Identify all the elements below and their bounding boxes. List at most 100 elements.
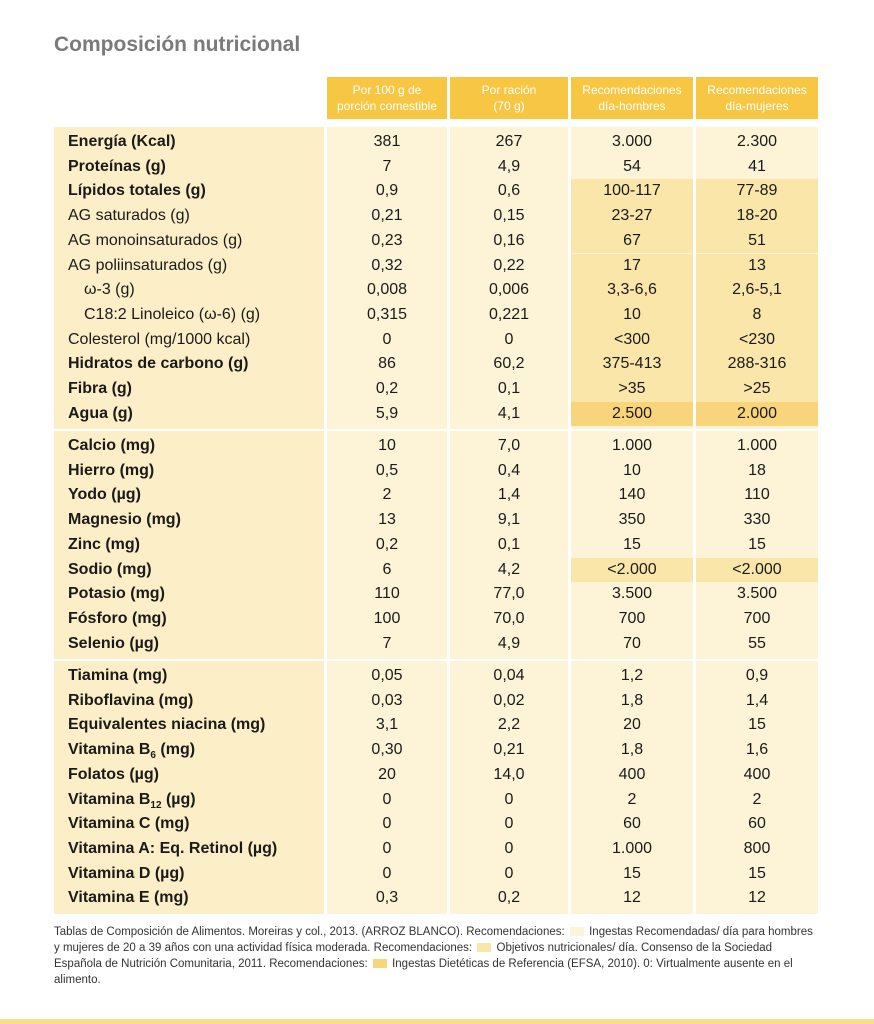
table-cell: 0,9 xyxy=(745,667,769,684)
table-row: Proteínas (g) 7 4,9 54 41 xyxy=(54,155,818,180)
table-cell: 51 xyxy=(748,231,766,249)
row-label: Yodo (µg) xyxy=(68,486,141,504)
table-cell: 0 xyxy=(382,330,392,348)
table-cell: 15 xyxy=(748,535,766,553)
table-cell: 0,04 xyxy=(493,667,525,684)
table-cell: 0,2 xyxy=(375,535,399,553)
row-label: AG poliinsaturados (g) xyxy=(68,256,228,274)
table-cell: <2.000 xyxy=(607,560,657,578)
table-cell: 0,008 xyxy=(366,281,408,299)
objectives-highlight xyxy=(696,228,818,254)
table-cell: <230 xyxy=(738,330,776,348)
table-row: C18:2 Linoleico (ω-6) (g) 0,315 0,221 10 8 xyxy=(54,303,818,328)
table-cell: 20 xyxy=(623,716,641,734)
table-cell: 288-316 xyxy=(727,355,787,373)
table-cell: 4,9 xyxy=(497,634,521,652)
table-cell: 54 xyxy=(623,157,641,175)
table-cell: 0 xyxy=(504,790,514,808)
table-cell: 0,221 xyxy=(488,305,530,323)
table-cell: 10 xyxy=(378,437,396,454)
table-cell: 0,32 xyxy=(371,256,403,274)
table-cell: 1,4 xyxy=(497,486,521,504)
table-row: Energía (Kcal) 381 267 3.000 2.300 xyxy=(54,130,818,155)
table-cell: 86 xyxy=(378,355,396,373)
label-column-background xyxy=(54,431,324,660)
value-column-background xyxy=(696,431,818,660)
legend-swatch-efsa xyxy=(372,959,387,969)
row-label: AG saturados (g) xyxy=(68,207,190,225)
row-label: Vitamina B6 (mg) xyxy=(68,741,196,762)
table-cell: 60 xyxy=(748,815,766,833)
table-row: Fósforo (mg) 100 70,0 700 700 xyxy=(54,607,818,632)
column-header-women: Recomendaciones día-mujeres xyxy=(696,77,818,119)
table-cell: 20 xyxy=(378,765,396,783)
table-cell: 55 xyxy=(748,634,766,652)
table-cell: 60 xyxy=(623,815,641,833)
table-row: Potasio (mg) 110 77,0 3.500 3.500 xyxy=(54,582,818,607)
page-title: Composición nutricional xyxy=(54,33,301,56)
table-cell: 0,6 xyxy=(497,182,521,200)
table-row: Lípidos totales (g) 0,9 0,6 100-117 77-89 xyxy=(54,179,818,204)
table-row: Sodio (mg) 6 4,2 <2.000 <2.000 xyxy=(54,558,818,583)
table-cell: 10 xyxy=(623,305,641,323)
table-cell: 23-27 xyxy=(611,207,653,225)
table-cell: 4,2 xyxy=(497,560,521,578)
objectives-highlight xyxy=(571,302,693,328)
row-label: Vitamina A: Eq. Retinol (µg) xyxy=(68,839,278,857)
table-cell: 110 xyxy=(374,585,400,603)
row-label: Vitamina C (mg) xyxy=(68,815,190,833)
table-cell: 375-413 xyxy=(602,355,662,373)
value-column-background xyxy=(450,661,568,914)
table-cell: 0,1 xyxy=(497,380,521,397)
objectives-highlight xyxy=(571,204,693,229)
table-row: AG saturados (g) 0,21 0,15 23-27 18-20 xyxy=(54,204,818,229)
table-cell: 0,22 xyxy=(493,256,525,274)
table-cell: 2 xyxy=(627,790,637,808)
table-cell: 12 xyxy=(623,889,641,907)
value-column-background xyxy=(450,127,568,430)
objectives-highlight xyxy=(571,253,693,279)
table-cell: 350 xyxy=(618,511,646,529)
table-cell: 0 xyxy=(382,864,392,882)
table-cell: 110 xyxy=(744,486,770,504)
table-cell: 381 xyxy=(373,133,401,150)
row-label: Calcio (mg) xyxy=(68,437,156,454)
objectives-highlight xyxy=(696,204,818,229)
table-cell: 3.500 xyxy=(736,585,778,603)
table-row: Vitamina B12 (µg) 0 0 2 2 xyxy=(54,788,818,813)
row-label: Selenio (µg) xyxy=(68,634,159,652)
column-header-per-100g: Por 100 g de porción comestible xyxy=(327,77,447,119)
table-cell: 267 xyxy=(495,133,523,150)
table-cell: 1.000 xyxy=(611,437,653,454)
table-cell: 700 xyxy=(618,609,646,627)
table-row: Yodo (µg) 2 1,4 140 110 xyxy=(54,483,818,508)
table-cell: 12 xyxy=(748,889,766,907)
table-cell: 60,2 xyxy=(493,355,525,373)
table-cell: 2 xyxy=(382,486,392,504)
row-label: Hierro (mg) xyxy=(68,461,155,479)
row-label: Sodio (mg) xyxy=(68,560,152,578)
row-label: C18:2 Linoleico (ω-6) (g) xyxy=(84,305,261,323)
table-cell: 1,6 xyxy=(745,741,769,759)
table-cell: 0 xyxy=(504,864,514,882)
table-cell: 0 xyxy=(382,790,392,808)
objectives-highlight xyxy=(571,278,693,303)
table-cell: 41 xyxy=(748,157,766,175)
table-cell: 13 xyxy=(748,256,766,274)
column-header-per-serving: Por ración (70 g) xyxy=(450,77,568,119)
row-label: Colesterol (mg/1000 kcal) xyxy=(68,330,251,348)
row-label: Riboflavina (mg) xyxy=(68,691,194,709)
column-header-men: Recomendaciones día-hombres xyxy=(571,77,693,119)
table-cell: 4,9 xyxy=(497,157,521,175)
table-cell: 0,21 xyxy=(371,207,403,225)
table-row: Vitamina C (mg) 0 0 60 60 xyxy=(54,812,818,837)
row-label: Agua (g) xyxy=(68,404,133,422)
table-cell: 0,3 xyxy=(375,889,399,907)
table-cell: 0,30 xyxy=(371,741,403,759)
table-cell: 2.500 xyxy=(611,404,653,422)
row-label: ω-3 (g) xyxy=(84,281,135,299)
table-cell: 10 xyxy=(623,461,641,479)
label-column-background xyxy=(54,661,324,914)
table-cell: 7 xyxy=(382,157,392,175)
table-cell: 0 xyxy=(382,815,392,833)
